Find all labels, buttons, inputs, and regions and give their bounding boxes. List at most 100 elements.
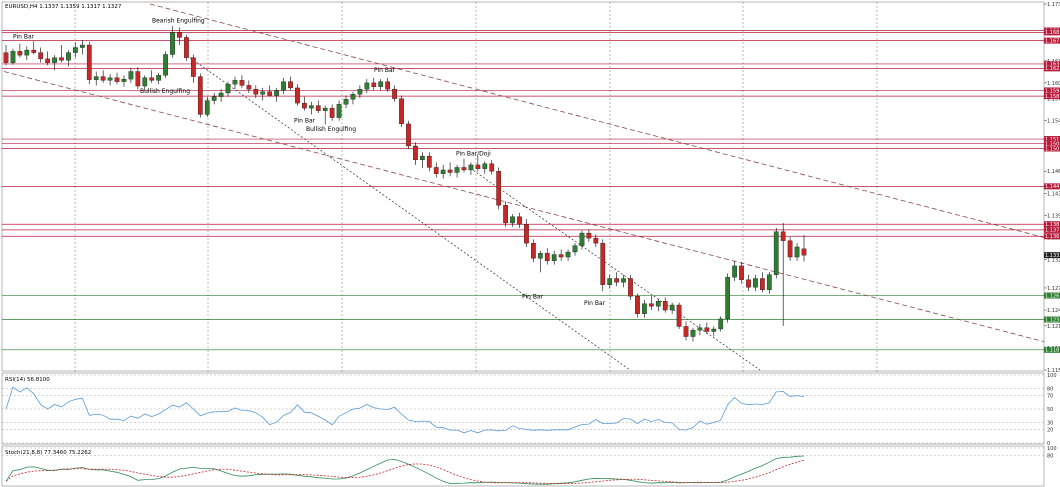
candle-body	[218, 92, 224, 97]
candle-body	[711, 328, 717, 332]
candle-body	[780, 231, 786, 241]
candle-body	[496, 171, 502, 206]
stoch-panel-frame	[1, 445, 1045, 487]
candle-body	[413, 145, 418, 161]
price-tag-label: 1.163	[1045, 62, 1059, 68]
price-axis-label: 1.157	[1047, 97, 1060, 103]
candle-body	[73, 47, 78, 53]
candle-body	[558, 254, 564, 258]
candle-body	[482, 163, 488, 169]
candle-body	[739, 265, 744, 280]
candle-body	[343, 99, 349, 105]
price-axis-label: 1.127	[1047, 286, 1060, 292]
candle-body	[357, 89, 363, 95]
annotation-label: Pin Bar	[294, 118, 316, 125]
candle-body	[773, 231, 779, 275]
candle-body	[93, 76, 99, 80]
annotation-label: Bullish Engulfing	[140, 88, 190, 95]
candle-body	[551, 254, 557, 261]
candle-body	[163, 54, 168, 76]
candle-body	[66, 52, 71, 61]
candle-body	[24, 49, 30, 56]
candle-body	[399, 98, 404, 125]
candle-body	[440, 169, 446, 174]
price-tag-label: 1.144	[1045, 184, 1059, 190]
candle-body	[621, 278, 626, 283]
annotations: Pin Bar Bearish Engulfing Bullish Engulfin…	[13, 17, 606, 307]
price-tag-label: 1.133	[1045, 253, 1059, 259]
candle-body	[107, 77, 113, 81]
candle-body	[142, 77, 148, 87]
price-tag-label: 1.167	[1045, 38, 1059, 44]
candle-body	[156, 75, 162, 81]
candle-body	[10, 51, 16, 63]
price-axis-label: 1.146	[1047, 169, 1060, 175]
candle-body	[655, 301, 661, 307]
candle-body	[760, 278, 765, 291]
candle-body	[149, 77, 155, 81]
candle-body	[537, 253, 543, 259]
candle-body	[801, 248, 807, 256]
candle-body	[100, 76, 106, 81]
candle-body	[406, 123, 411, 147]
candle-body	[260, 91, 266, 95]
price-tag-label: 1.159	[1045, 88, 1059, 94]
candle-body	[454, 167, 460, 173]
price-tag-label: 1.126	[1045, 293, 1059, 299]
annotation-label: Pin Bar	[522, 294, 544, 301]
trendline	[189, 57, 631, 371]
candle-body	[600, 243, 606, 285]
rsi-level-label: 0	[1047, 441, 1050, 447]
price-tag-label: 1.158	[1045, 94, 1059, 100]
price-tag	[1044, 87, 1060, 94]
price-tag-label: 1.123	[1045, 317, 1059, 323]
price-tag-label: 1.136	[1045, 234, 1059, 240]
candle-body	[253, 89, 259, 95]
candle-body	[38, 52, 44, 60]
candle-body	[184, 37, 189, 58]
trendline	[469, 167, 761, 371]
candle-body	[79, 44, 85, 48]
candle-body	[239, 80, 245, 86]
price-tag	[1044, 252, 1060, 259]
rsi-line	[5, 386, 805, 434]
price-tag	[1044, 37, 1060, 44]
candle-body	[364, 82, 370, 90]
candle-body	[17, 51, 23, 56]
candle-body	[204, 100, 210, 115]
annotation-label: Bearish Engulfing	[152, 17, 205, 24]
candle-body	[572, 245, 578, 253]
candle-body	[322, 107, 328, 111]
price-tag-label: 1.118	[1045, 348, 1059, 354]
annotation-label: Pin Bar	[584, 300, 606, 307]
candle-body	[544, 253, 550, 261]
price-tag	[1044, 316, 1060, 323]
price-axis-label: 1.160	[1047, 81, 1060, 87]
candle-body	[128, 71, 134, 80]
candle-body	[371, 82, 377, 87]
candle-body	[607, 278, 613, 285]
candlesticks	[3, 26, 807, 342]
price-tag	[1044, 93, 1060, 100]
candle-body	[378, 81, 384, 87]
candle-body	[718, 318, 724, 330]
candle-body	[308, 105, 314, 109]
candle-body	[45, 58, 50, 63]
candle-body	[468, 164, 474, 171]
candle-body	[52, 57, 57, 63]
candle-body	[433, 167, 439, 174]
stoch-main-line	[5, 455, 805, 485]
candle-body	[329, 107, 335, 118]
trendline	[3, 71, 1045, 342]
price-axis-label: 1.121	[1047, 324, 1060, 330]
price-axis-label: 1.124	[1047, 308, 1060, 314]
candle-body	[121, 78, 127, 82]
candle-body	[517, 216, 522, 225]
candle-body	[211, 96, 217, 101]
candle-body	[267, 91, 273, 96]
annotation-label: Pin Bar	[13, 34, 35, 41]
